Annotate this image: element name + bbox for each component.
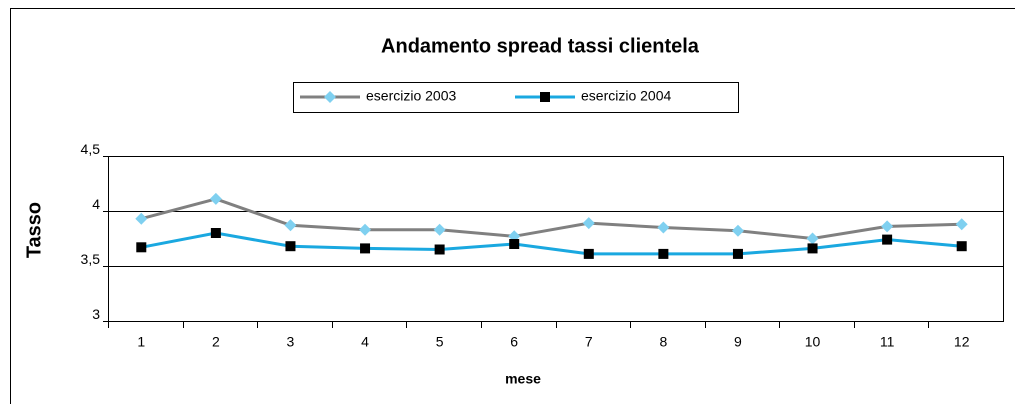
x-tick-label: 2: [212, 334, 220, 350]
legend-label: esercizio 2003: [366, 88, 456, 104]
point: [882, 234, 893, 245]
x-tick-label: 4: [361, 334, 369, 350]
x-tick-label: 7: [585, 334, 593, 350]
point: [955, 218, 968, 231]
point: [285, 241, 296, 252]
point: [433, 223, 446, 236]
x-tick-label: 8: [659, 334, 667, 350]
point: [209, 192, 222, 205]
point: [284, 219, 297, 232]
x-tick-label: 1: [137, 334, 145, 350]
point: [136, 242, 147, 253]
point: [583, 248, 594, 259]
x-tick-label: 3: [287, 334, 295, 350]
point: [582, 217, 595, 230]
x-tick-label: 12: [954, 334, 970, 350]
y-tick-label: 3: [92, 306, 100, 322]
legend-marker: [324, 91, 336, 103]
point: [732, 248, 743, 259]
x-tick-label: 6: [510, 334, 518, 350]
x-tick-label: 5: [436, 334, 444, 350]
x-axis-title: mese: [505, 371, 541, 387]
series-line: [141, 231, 962, 256]
point: [731, 224, 744, 237]
point: [359, 223, 372, 236]
legend-marker: [540, 92, 550, 102]
point: [658, 248, 669, 259]
y-axis-title: Tasso: [23, 202, 45, 258]
y-tick-label: 4: [92, 196, 100, 212]
point: [509, 239, 520, 249]
point: [360, 243, 371, 254]
point: [210, 228, 221, 238]
chart-title: Andamento spread tassi clientela: [381, 35, 700, 57]
series-line: [140, 197, 962, 241]
x-tick-label: 11: [880, 334, 895, 350]
point: [135, 212, 148, 225]
point: [806, 232, 819, 245]
x-tick-label: 10: [805, 334, 821, 350]
x-tick-label: 9: [734, 334, 742, 350]
point: [434, 244, 445, 255]
legend-label: esercizio 2004: [581, 88, 671, 104]
point: [956, 241, 967, 252]
point: [657, 221, 670, 234]
y-tick-label: 4,5: [81, 141, 101, 157]
point: [807, 243, 818, 254]
point: [881, 220, 894, 233]
y-tick-label: 3,5: [81, 251, 101, 267]
